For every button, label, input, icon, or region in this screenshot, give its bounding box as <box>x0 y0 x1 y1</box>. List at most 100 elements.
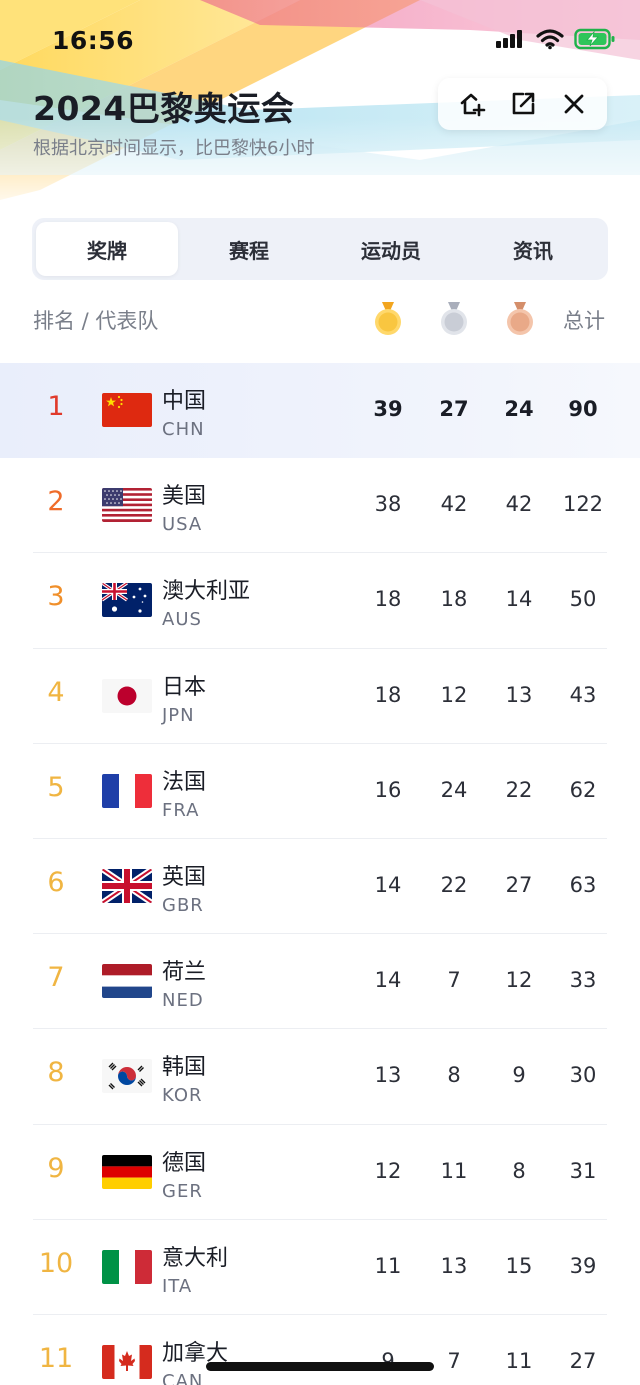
silver-count: 7 <box>447 1348 461 1373</box>
gold-count: 13 <box>374 1063 402 1088</box>
table-row[interactable]: 7 荷兰 NED 14 7 12 33 <box>0 934 640 1030</box>
add-to-home-icon <box>460 93 485 117</box>
rank-number: 1 <box>47 391 65 422</box>
country-name: 英国 <box>162 864 207 890</box>
total-count: 31 <box>569 1158 597 1183</box>
country-name: 德国 <box>162 1150 207 1176</box>
country-name: 意大利 <box>162 1245 229 1271</box>
silver-count: 42 <box>440 492 468 517</box>
table-row[interactable]: 1 中国 CHN 39 27 24 90 <box>0 363 640 459</box>
silver-count: 27 <box>439 397 469 421</box>
gold-count: 38 <box>374 492 402 517</box>
korea-flag-icon <box>102 1059 152 1094</box>
page-title: 2024巴黎奥运会 <box>33 89 295 128</box>
total-count: 122 <box>562 492 604 517</box>
italy-flag-icon <box>102 1249 152 1284</box>
country-name: 澳大利亚 <box>162 579 251 605</box>
rank-number: 6 <box>47 866 65 898</box>
table-row[interactable]: 11 加拿大 CAN 9 7 11 27 <box>0 1315 640 1385</box>
uk-flag-icon <box>102 868 152 903</box>
table-row[interactable]: 6 英国 GBR 14 22 27 63 <box>0 839 640 935</box>
table-row[interactable]: 9 德国 GER 12 11 8 31 <box>0 1125 640 1220</box>
share-icon <box>512 92 534 115</box>
table-row[interactable]: 4 日本 JPN 18 12 13 43 <box>0 649 640 744</box>
total-count: 30 <box>569 1063 597 1088</box>
table-row[interactable]: 10 意大利 ITA 11 13 15 39 <box>0 1220 640 1315</box>
country-code: USA <box>162 514 203 536</box>
country-code: FRA <box>162 799 200 821</box>
total-count: 27 <box>569 1348 597 1373</box>
gold-count: 18 <box>374 587 402 612</box>
table-row[interactable]: 5 法国 FRA 16 24 22 62 <box>0 744 640 839</box>
capsule-menu <box>438 78 607 130</box>
country-code: ITA <box>162 1275 193 1297</box>
table-row[interactable]: 8 韩国 KOR 13 8 9 30 <box>0 1029 640 1125</box>
silver-count: 24 <box>440 777 468 802</box>
country-name: 荷兰 <box>162 960 207 986</box>
total-label: 总计 <box>563 309 605 333</box>
share-button[interactable] <box>501 82 545 126</box>
rank-number: 10 <box>38 1247 74 1279</box>
usa-flag-icon <box>102 488 152 523</box>
total-count: 62 <box>569 777 597 802</box>
bronze-count: 12 <box>505 968 533 993</box>
tab-news[interactable]: 资讯 <box>513 238 553 263</box>
add-to-home-button[interactable] <box>450 82 494 126</box>
rank-number: 7 <box>47 962 65 994</box>
tab-medals[interactable]: 奖牌 <box>36 222 178 276</box>
gold-count: 14 <box>374 872 402 897</box>
gold-medal-icon <box>375 302 401 335</box>
bronze-count: 42 <box>505 492 533 517</box>
close-button[interactable] <box>552 82 596 126</box>
bronze-count: 11 <box>505 1348 533 1373</box>
wifi-icon <box>536 29 564 50</box>
country-name: 中国 <box>162 389 207 414</box>
tab-schedule[interactable]: 赛程 <box>229 238 269 263</box>
table-row[interactable]: 3 澳大利亚 AUS 18 18 14 50 <box>0 553 640 649</box>
gold-count: 14 <box>374 968 402 993</box>
country-code: CAN <box>162 1370 204 1385</box>
section-tabs: 奖牌 赛程 运动员 资讯 <box>32 218 608 280</box>
total-count: 39 <box>569 1253 597 1278</box>
country-name: 美国 <box>162 484 207 510</box>
france-flag-icon <box>102 773 152 808</box>
silver-count: 11 <box>440 1158 468 1183</box>
total-count: 90 <box>568 397 598 421</box>
rank-number: 9 <box>47 1152 65 1184</box>
bronze-count: 22 <box>505 777 533 802</box>
cellular-signal-icon <box>496 30 522 48</box>
australia-flag-icon <box>102 583 152 618</box>
bronze-count: 14 <box>505 587 533 612</box>
tab-athletes[interactable]: 运动员 <box>361 238 421 263</box>
rank-number: 4 <box>47 676 65 708</box>
close-icon <box>564 94 583 114</box>
total-count: 43 <box>569 682 597 707</box>
rank-number: 5 <box>47 771 65 803</box>
bronze-count: 8 <box>512 1158 526 1183</box>
country-code: KOR <box>162 1085 203 1107</box>
silver-medal-icon <box>441 302 467 335</box>
total-count: 50 <box>569 587 597 612</box>
silver-count: 13 <box>440 1253 468 1278</box>
country-code: CHN <box>162 419 205 440</box>
bronze-count: 27 <box>505 872 533 897</box>
rank-team-label: 排名 / 代表队 <box>33 309 159 333</box>
country-name: 法国 <box>162 769 207 795</box>
japan-flag-icon <box>102 678 152 713</box>
bronze-medal-icon <box>507 302 533 335</box>
gold-count: 12 <box>374 1158 402 1183</box>
country-name: 加拿大 <box>162 1340 229 1366</box>
status-icons <box>496 28 616 50</box>
netherlands-flag-icon <box>102 964 152 999</box>
medal-table-header: 排名 / 代表队 总计 <box>0 296 640 342</box>
gold-count: 39 <box>373 397 403 421</box>
silver-count: 18 <box>440 587 468 612</box>
home-indicator[interactable] <box>206 1362 434 1371</box>
gold-count: 11 <box>374 1253 402 1278</box>
canada-flag-icon <box>102 1344 152 1379</box>
table-row[interactable]: 2 美国 USA 38 42 42 122 <box>0 458 640 554</box>
status-time: 16:56 <box>52 26 135 55</box>
silver-count: 8 <box>447 1063 461 1088</box>
bronze-count: 24 <box>504 397 534 421</box>
bronze-count: 15 <box>505 1253 533 1278</box>
